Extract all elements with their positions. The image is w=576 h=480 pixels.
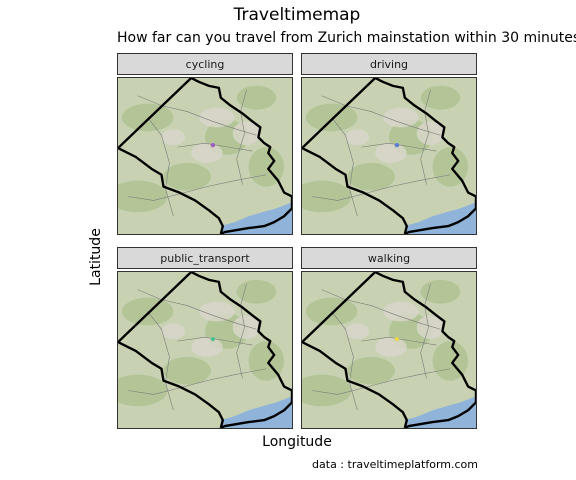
forest-patch [420, 279, 461, 304]
urban-patch [375, 337, 407, 357]
road-line [331, 117, 358, 217]
urban-patch [416, 315, 445, 340]
isochrone-outline [302, 341, 408, 428]
road-line [177, 142, 253, 152]
lake-shape [220, 396, 292, 428]
isochrone-outline [302, 147, 408, 234]
forest-patch [163, 162, 211, 191]
urban-patch [232, 121, 261, 146]
forest-patch [118, 180, 168, 213]
facet-strip-label: driving [301, 53, 477, 75]
urban-patch [191, 143, 223, 163]
isochrone-outline [118, 272, 292, 428]
urban-patch [161, 129, 186, 146]
station-marker [210, 336, 216, 342]
road-line [321, 95, 441, 136]
forest-patch [347, 162, 395, 191]
lake-shape [220, 202, 292, 234]
road-line [127, 174, 267, 201]
facet-panel-public-transport: public_transport [117, 247, 293, 429]
urban-patch [199, 301, 235, 322]
station-marker [394, 336, 400, 342]
forest-patch [236, 85, 277, 110]
facet-strip-label: cycling [117, 53, 293, 75]
urban-patch [383, 107, 419, 128]
road-line [420, 283, 431, 379]
road-line [321, 289, 441, 330]
facet-map [117, 77, 293, 235]
facet-strip-label: walking [301, 247, 477, 269]
road-line [137, 95, 257, 136]
facet-panel-walking: walking [301, 247, 477, 429]
urban-patch [191, 337, 223, 357]
facet-panel-driving: driving [301, 53, 477, 235]
isochrone-outline [118, 78, 292, 234]
facet-strip-label: public_transport [117, 247, 293, 269]
road-line [137, 289, 257, 330]
lake-shape [404, 396, 476, 428]
station-marker [394, 142, 400, 148]
forest-patch [118, 374, 168, 407]
urban-patch [416, 121, 445, 146]
facet-map [117, 271, 293, 429]
x-axis-label: Longitude [262, 434, 332, 450]
urban-patch [232, 315, 261, 340]
road-line [127, 368, 267, 395]
facet-panel-cycling: cycling [117, 53, 293, 235]
forest-patch [420, 85, 461, 110]
urban-patch [375, 143, 407, 163]
facet-map [301, 271, 477, 429]
urban-patch [161, 323, 186, 340]
station-marker [210, 142, 216, 148]
road-line [311, 368, 451, 395]
forest-patch [302, 180, 352, 213]
road-line [361, 142, 437, 152]
forest-patch [302, 374, 352, 407]
isochrone-outline [302, 78, 476, 234]
urban-patch [345, 323, 370, 340]
urban-patch [345, 129, 370, 146]
road-line [177, 336, 253, 346]
lake-shape [404, 202, 476, 234]
facet-map [301, 77, 477, 235]
forest-patch [236, 279, 277, 304]
forest-patch [347, 356, 395, 385]
urban-patch [199, 107, 235, 128]
chart-subtitle: How far can you travel from Zurich mains… [117, 30, 576, 46]
road-line [236, 89, 247, 185]
isochrone-outline [118, 147, 224, 234]
road-line [331, 311, 358, 411]
road-line [236, 283, 247, 379]
road-line [361, 336, 437, 346]
data-source-caption: data : traveltimeplatform.com [312, 458, 478, 471]
isochrone-outline [302, 272, 476, 428]
road-line [420, 89, 431, 185]
road-line [147, 117, 174, 217]
chart-title: Traveltimemap [233, 5, 361, 25]
urban-patch [383, 301, 419, 322]
y-axis-label: Latitude [88, 228, 104, 286]
forest-patch [163, 356, 211, 385]
isochrone-outline [118, 341, 224, 428]
road-line [311, 174, 451, 201]
forest-patch [121, 103, 174, 132]
road-line [147, 311, 174, 411]
